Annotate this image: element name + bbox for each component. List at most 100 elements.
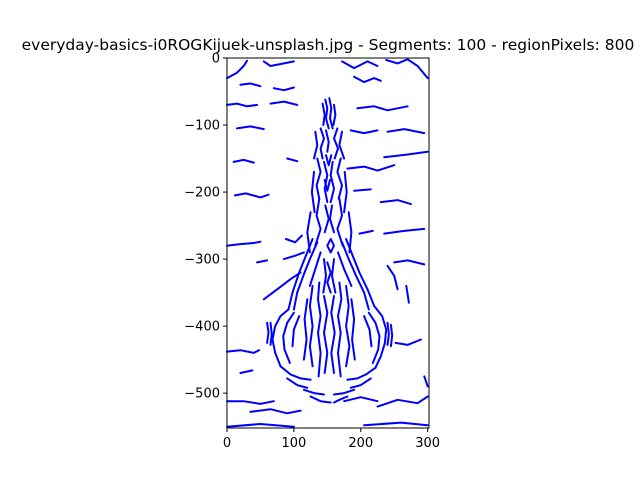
segment-line-51 [336, 157, 343, 200]
segment-line-10 [356, 105, 409, 112]
segment-line-83 [291, 315, 301, 348]
segment-line-44 [332, 103, 337, 126]
segment-line-23 [358, 229, 374, 235]
segment-line-11 [236, 125, 265, 131]
segment-line-42 [328, 97, 334, 130]
y-tick-label: −200 [184, 186, 220, 201]
segment-line-56 [314, 197, 322, 247]
segment-line-71 [317, 281, 322, 378]
segment-line-66 [308, 251, 322, 287]
segment-line-57 [336, 197, 344, 247]
segment-line-77 [302, 298, 309, 361]
segment-line-88 [349, 377, 372, 389]
segment-line-85 [279, 365, 312, 381]
segment-line-30 [405, 284, 410, 304]
segment-line-81 [282, 311, 295, 364]
segment-line-41 [324, 98, 330, 130]
segment-line-63 [345, 238, 376, 307]
y-tick-label: −100 [184, 119, 220, 134]
segment-line-74 [345, 284, 351, 368]
segment-line-21 [226, 240, 262, 247]
y-tick-label: −400 [184, 320, 220, 335]
segment-line-2 [262, 60, 295, 67]
segment-line-80 [373, 305, 388, 369]
segment-line-46 [333, 127, 339, 160]
segment-line-45 [319, 127, 325, 160]
x-tick-label: 100 [281, 436, 306, 451]
segment-line-9 [269, 100, 299, 106]
segment-line-97 [326, 238, 335, 254]
segment-line-93 [266, 321, 270, 344]
segment-line-64 [292, 241, 319, 311]
x-axis: 0 100 200 300 [223, 428, 440, 451]
segment-line-36 [343, 396, 379, 403]
x-tick-label: 200 [348, 436, 373, 451]
segment-line-43 [321, 102, 326, 126]
segment-line-50 [315, 157, 322, 200]
segment-line-15 [286, 157, 299, 163]
segment-line-14 [232, 158, 255, 164]
segment-line-99 [323, 179, 331, 192]
segment-line-31 [226, 349, 261, 354]
chart-title: everyday-basics-i0ROGKijuek-unsplash.jpg… [22, 36, 635, 54]
plot-area [226, 57, 430, 429]
y-axis: 0 −100 −200 −300 −400 −500 [184, 52, 227, 402]
segment-line-62 [287, 238, 314, 311]
segment-line-33 [239, 369, 254, 374]
segment-line-73 [308, 284, 314, 368]
segment-line-32 [394, 338, 422, 346]
segment-line-94 [269, 321, 273, 346]
segment-line-75 [323, 295, 329, 374]
segment-line-76 [330, 295, 336, 374]
segment-line-35 [226, 400, 275, 405]
segment-line-8 [226, 102, 259, 108]
segment-line-26 [282, 251, 305, 261]
segment-line-67 [337, 251, 353, 287]
segment-line-91 [309, 395, 332, 404]
segment-line-79 [271, 308, 290, 368]
segment-line-16 [383, 150, 429, 159]
segment-line-84 [363, 315, 373, 348]
segment-line-89 [302, 388, 325, 396]
segment-line-37 [376, 395, 429, 408]
segment-line-58 [323, 204, 330, 234]
segment-line-3 [341, 60, 379, 70]
segment-line-27 [393, 259, 426, 266]
segment-line-29 [386, 264, 399, 291]
segment-line-40 [363, 421, 429, 427]
segment-line-28 [262, 271, 302, 301]
segment-line-12 [349, 129, 379, 135]
segment-line-49 [338, 130, 346, 160]
segment-line-95 [386, 321, 390, 346]
segment-line-68 [322, 258, 327, 294]
segment-line-19 [353, 188, 372, 192]
segment-line-90 [333, 388, 356, 396]
segment-line-78 [350, 298, 356, 361]
segment-line-20 [379, 199, 412, 206]
segment-line-59 [329, 204, 335, 234]
segment-line-98 [325, 154, 333, 167]
segment-line-24 [383, 227, 426, 235]
segment-line-6 [272, 86, 295, 92]
segment-line-70 [326, 261, 332, 294]
segment-line-17 [346, 164, 396, 172]
segment-line-92 [333, 395, 349, 404]
segment-line-47 [325, 129, 330, 153]
segment-lines [226, 58, 429, 428]
segment-line-39 [226, 423, 295, 428]
segment-line-53 [329, 160, 335, 204]
segment-line-54 [310, 170, 316, 214]
segment-line-48 [313, 130, 319, 160]
x-tick-label: 300 [415, 436, 440, 451]
segment-line-86 [346, 366, 377, 381]
x-tick-label: 0 [223, 436, 231, 451]
segment-line-1 [226, 59, 249, 80]
axes-frame [226, 57, 430, 429]
segment-line-38 [249, 408, 302, 415]
segment-line-25 [256, 259, 269, 264]
segment-line-96 [389, 323, 394, 348]
segment-line-72 [337, 281, 343, 378]
y-tick-label: 0 [212, 52, 220, 67]
segment-line-13 [386, 128, 426, 135]
